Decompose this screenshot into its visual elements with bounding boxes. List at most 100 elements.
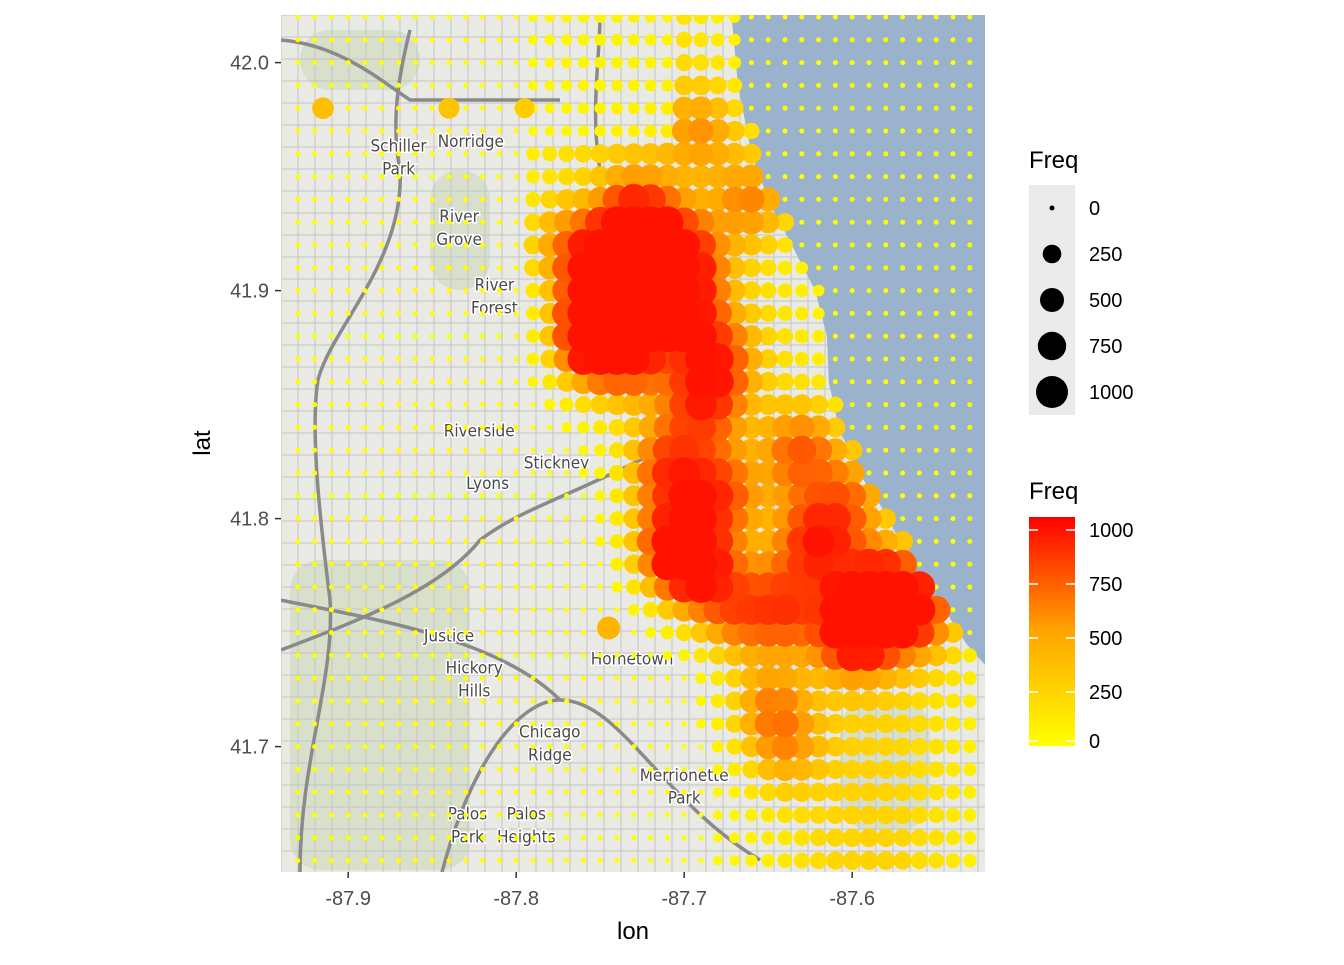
data-point bbox=[530, 584, 536, 590]
data-point bbox=[916, 288, 922, 294]
size-legend: Freq 0 250 500 750 1000 bbox=[1029, 147, 1134, 415]
data-point bbox=[782, 196, 788, 202]
data-point bbox=[849, 60, 855, 66]
place-label: Park bbox=[668, 789, 701, 809]
data-point bbox=[816, 151, 822, 157]
data-point bbox=[362, 424, 368, 430]
data-point bbox=[866, 356, 872, 362]
data-point bbox=[463, 219, 469, 225]
data-point bbox=[759, 327, 778, 346]
data-point bbox=[945, 693, 961, 709]
data-point bbox=[345, 744, 351, 750]
data-point bbox=[668, 274, 701, 307]
data-point bbox=[728, 33, 741, 46]
data-point bbox=[396, 424, 402, 430]
data-point bbox=[345, 766, 351, 772]
data-point bbox=[758, 372, 778, 392]
data-point bbox=[564, 835, 570, 841]
data-point bbox=[725, 668, 744, 688]
data-point bbox=[412, 584, 418, 590]
data-point bbox=[693, 32, 709, 48]
data-point bbox=[849, 402, 855, 408]
data-point bbox=[379, 60, 385, 66]
data-point bbox=[542, 146, 558, 162]
data-point bbox=[740, 736, 763, 758]
data-point bbox=[429, 630, 435, 636]
data-point bbox=[685, 388, 717, 421]
data-point bbox=[496, 310, 502, 316]
data-point bbox=[526, 306, 540, 321]
data-point bbox=[530, 493, 536, 499]
data-point bbox=[900, 196, 906, 202]
data-point bbox=[345, 698, 351, 704]
data-point bbox=[564, 493, 570, 499]
data-point bbox=[743, 122, 760, 140]
data-point bbox=[396, 105, 402, 111]
data-point bbox=[967, 630, 973, 636]
data-point bbox=[842, 782, 862, 802]
data-point bbox=[412, 835, 418, 841]
data-point bbox=[816, 37, 822, 43]
data-point bbox=[446, 538, 452, 544]
data-point bbox=[513, 675, 519, 681]
data-point bbox=[933, 242, 939, 248]
place-labels: SchillerParkNorridgeRiverGroveRiverFores… bbox=[369, 131, 730, 849]
data-point bbox=[312, 447, 318, 453]
data-point bbox=[463, 698, 469, 704]
data-point bbox=[345, 424, 351, 430]
data-point bbox=[345, 584, 351, 590]
data-point bbox=[809, 806, 828, 824]
data-point bbox=[396, 538, 402, 544]
data-point bbox=[379, 812, 385, 818]
data-point bbox=[597, 584, 603, 590]
data-point bbox=[580, 744, 586, 750]
data-point bbox=[480, 584, 486, 590]
data-point bbox=[379, 858, 385, 864]
data-point bbox=[463, 15, 469, 20]
data-point bbox=[564, 607, 570, 613]
data-point bbox=[295, 470, 301, 476]
data-point bbox=[648, 858, 654, 864]
data-point bbox=[328, 37, 334, 43]
data-point bbox=[916, 447, 922, 453]
data-point bbox=[614, 652, 620, 658]
data-point bbox=[627, 56, 640, 69]
data-point bbox=[950, 151, 956, 157]
data-point bbox=[962, 671, 977, 686]
data-point bbox=[446, 858, 452, 864]
data-point bbox=[446, 766, 452, 772]
data-point bbox=[480, 151, 486, 157]
data-point bbox=[698, 766, 704, 772]
data-point bbox=[295, 538, 301, 544]
data-point bbox=[312, 766, 318, 772]
data-point bbox=[295, 447, 301, 453]
data-point bbox=[916, 82, 922, 88]
data-point bbox=[876, 851, 896, 870]
data-point bbox=[480, 174, 486, 180]
data-point bbox=[438, 97, 460, 119]
data-point bbox=[967, 105, 973, 111]
data-point bbox=[295, 858, 301, 864]
data-point bbox=[916, 37, 922, 43]
data-point bbox=[295, 379, 301, 385]
data-point bbox=[544, 34, 556, 46]
data-point bbox=[606, 143, 628, 164]
data-point bbox=[295, 128, 301, 134]
data-point bbox=[295, 82, 301, 88]
data-point bbox=[547, 424, 553, 430]
data-point bbox=[312, 721, 318, 727]
data-point bbox=[967, 174, 973, 180]
data-point bbox=[933, 516, 939, 522]
data-point bbox=[712, 787, 723, 798]
data-point bbox=[379, 105, 385, 111]
data-point bbox=[725, 691, 744, 711]
data-point bbox=[866, 151, 872, 157]
data-point bbox=[726, 738, 743, 755]
data-point bbox=[446, 174, 452, 180]
data-point bbox=[362, 265, 368, 271]
data-point bbox=[513, 310, 519, 316]
data-point bbox=[328, 82, 334, 88]
data-point bbox=[312, 470, 318, 476]
y-axis: 41.7 41.8 41.9 42.0 bbox=[230, 53, 281, 759]
data-point bbox=[463, 242, 469, 248]
